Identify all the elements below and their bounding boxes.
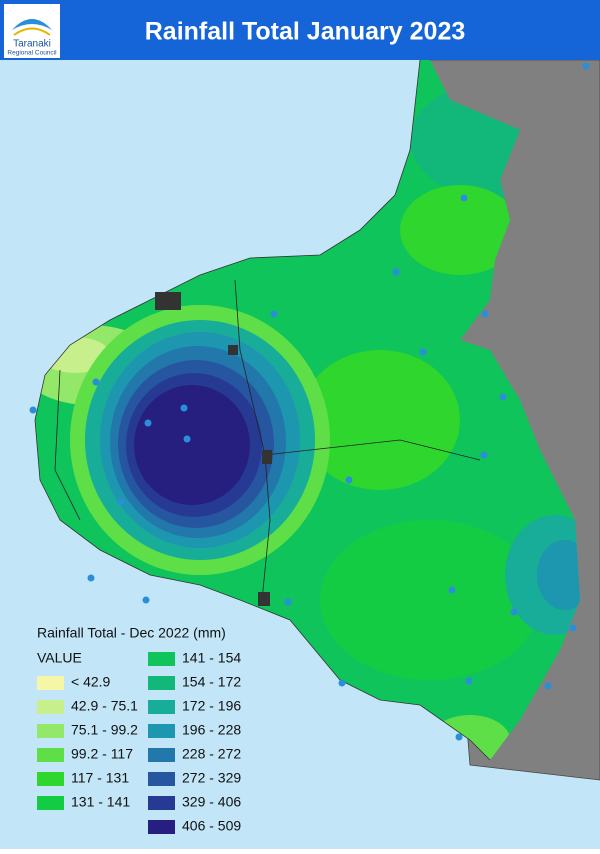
- legend-swatch: [37, 724, 64, 738]
- gauge: [544, 682, 552, 690]
- legend-label: 154 - 172: [182, 674, 241, 690]
- legend-swatch: [148, 652, 175, 666]
- legend: < 42.9 42.9 - 75.1 75.1 - 99.2 99.2 - 117 11…: [37, 650, 241, 834]
- gauge: [460, 194, 468, 202]
- legend-label: 228 - 272: [182, 746, 241, 762]
- zone: [320, 520, 540, 680]
- logo-box: [4, 4, 60, 58]
- legend-label: 141 - 154: [182, 650, 241, 666]
- legend-label: 196 - 228: [182, 722, 241, 738]
- legend-label: 272 - 329: [182, 770, 241, 786]
- legend-title: Rainfall Total - Dec 2022 (mm): [37, 625, 226, 641]
- gauge: [92, 378, 100, 386]
- legend-swatch: [148, 796, 175, 810]
- town: [258, 592, 270, 606]
- towns: [155, 292, 272, 606]
- gauge: [183, 435, 191, 443]
- gauge: [481, 310, 489, 318]
- gauge: [144, 419, 152, 427]
- gauge: [392, 268, 400, 276]
- zone: [134, 385, 250, 505]
- legend-label: < 42.9: [71, 674, 111, 690]
- legend-swatch: [37, 748, 64, 762]
- legend-label: 406 - 509: [182, 818, 241, 834]
- legend-swatch: [148, 676, 175, 690]
- legend-swatch: [148, 772, 175, 786]
- legend-field: VALUE: [37, 650, 82, 666]
- legend-swatch: [148, 748, 175, 762]
- gauge: [345, 476, 353, 484]
- legend-swatch: [148, 724, 175, 738]
- gauge: [510, 608, 518, 616]
- gauge: [582, 62, 590, 70]
- gauge: [29, 406, 37, 414]
- legend-label: 172 - 196: [182, 698, 241, 714]
- header-bar: [0, 0, 600, 60]
- gauge: [270, 310, 278, 318]
- gauge: [180, 404, 188, 412]
- legend-label: 131 - 141: [71, 794, 130, 810]
- zone: [400, 185, 520, 275]
- gauge: [455, 733, 463, 741]
- coastline: [34, 59, 491, 761]
- logo-mark: [12, 19, 52, 30]
- legend-swatch: [37, 676, 64, 690]
- gauge: [448, 586, 456, 594]
- gauge: [569, 624, 577, 632]
- gauge: [284, 598, 292, 606]
- legend-swatch: [37, 772, 64, 786]
- logo-subtitle: Regional Council: [7, 50, 57, 57]
- rain-gauges: [29, 62, 590, 741]
- legend-label: 75.1 - 99.2: [71, 722, 138, 738]
- legend-swatch: [37, 796, 64, 810]
- logo-mark: [13, 27, 51, 36]
- gauge: [419, 348, 427, 356]
- gauge: [142, 596, 150, 604]
- town: [228, 345, 238, 355]
- title: Rainfall Total January 2023: [145, 18, 466, 46]
- legend-label: 117 - 131: [71, 770, 129, 786]
- legend-swatch: [148, 700, 175, 714]
- gauge: [480, 451, 488, 459]
- gauge: [338, 679, 346, 687]
- gauge: [87, 574, 95, 582]
- town: [155, 292, 181, 310]
- legend-swatch: [148, 820, 175, 834]
- legend-label: 329 - 406: [182, 794, 241, 810]
- gauge: [499, 393, 507, 401]
- zone: [300, 350, 460, 490]
- town: [262, 450, 272, 464]
- legend-label: 99.2 - 117: [71, 746, 133, 762]
- gauge: [117, 498, 125, 506]
- gauge: [465, 677, 473, 685]
- logo-name: Taranaki: [13, 39, 51, 50]
- legend-label: 42.9 - 75.1: [71, 698, 138, 714]
- legend-swatch: [37, 700, 64, 714]
